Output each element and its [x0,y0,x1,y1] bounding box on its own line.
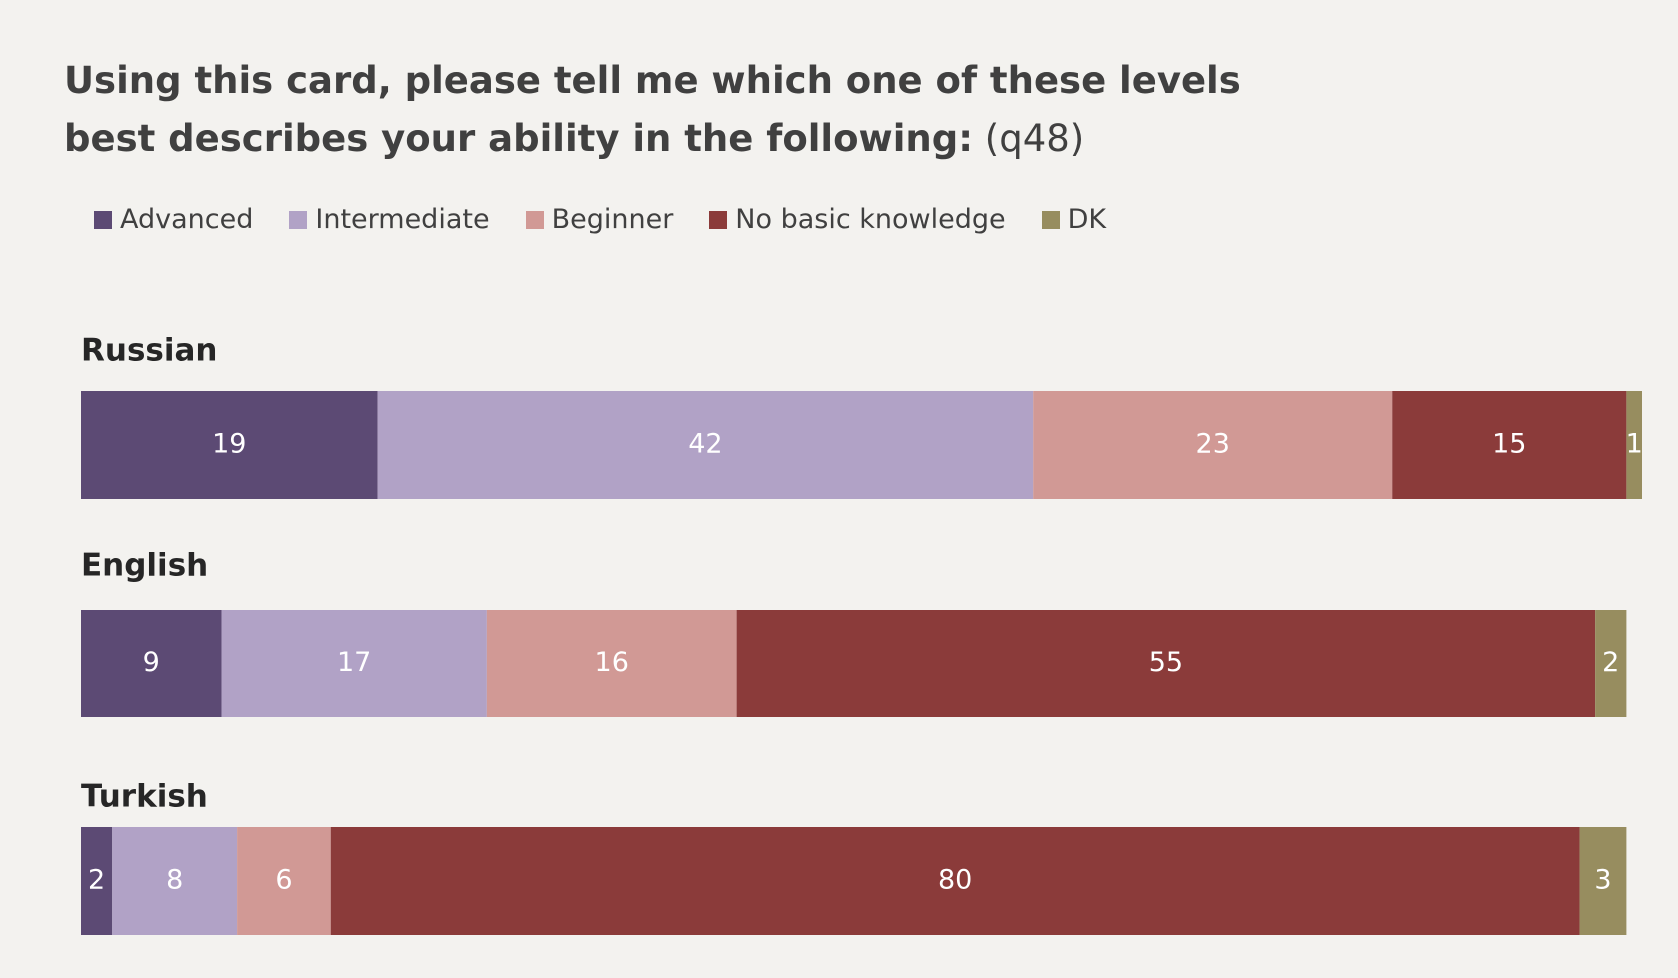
data-label: 2 [88,865,105,896]
data-label: 1 [1626,429,1643,460]
data-label: 6 [275,865,292,896]
question-code: (q48) [984,117,1085,160]
data-label: 15 [1492,429,1526,460]
data-label: 80 [938,865,972,896]
data-label: 9 [143,647,160,678]
category-label: English [81,548,208,584]
data-label: 16 [595,647,629,678]
data-label: 19 [212,429,246,460]
bar-segment [1626,391,1642,499]
data-label: 55 [1149,647,1183,678]
category-label: Russian [81,333,217,369]
bar-segment [1392,391,1627,499]
chart-title: Using this card, please tell me which on… [64,59,1241,160]
legend-item: No basic knowledge [709,204,1006,235]
legend-swatch [525,210,544,229]
bar-segment [330,827,1580,935]
bar-segment [1595,610,1627,717]
bar-segment [486,610,737,717]
bar-segment [1033,391,1393,499]
legend-label: Advanced [120,204,254,235]
chart-title-block: Using this card, please tell me which on… [64,52,1314,168]
legend-label: Beginner [551,204,674,235]
legend-item: Intermediate [289,204,490,235]
data-label: 17 [337,647,371,678]
bar-segment [736,610,1596,717]
data-label: 2 [1602,647,1619,678]
legend-item: Beginner [525,204,674,235]
legend: Advanced Intermediate Beginner No basic kno… [94,204,1106,235]
legend-swatch [1041,210,1060,229]
legend-label: Intermediate [315,204,490,235]
legend-label: DK [1067,204,1107,235]
data-label: 23 [1196,429,1230,460]
bar-segment [1579,827,1627,935]
bar-segment [237,827,331,935]
data-label: 3 [1594,865,1611,896]
data-label: 8 [166,865,183,896]
bar-segment [81,391,378,499]
legend-swatch [94,210,112,229]
bar-segment [81,610,222,717]
bar-segment [81,827,113,935]
bar-segment [112,827,238,935]
legend-swatch [289,210,308,229]
category-label: Turkish [81,779,208,815]
data-label: 42 [688,429,722,460]
bar-segment [377,391,1034,499]
legend-swatch [709,210,728,229]
legend-item: DK [1041,204,1107,235]
bar-segment [221,610,487,717]
legend-item: Advanced [94,204,253,235]
legend-label: No basic knowledge [735,204,1006,235]
